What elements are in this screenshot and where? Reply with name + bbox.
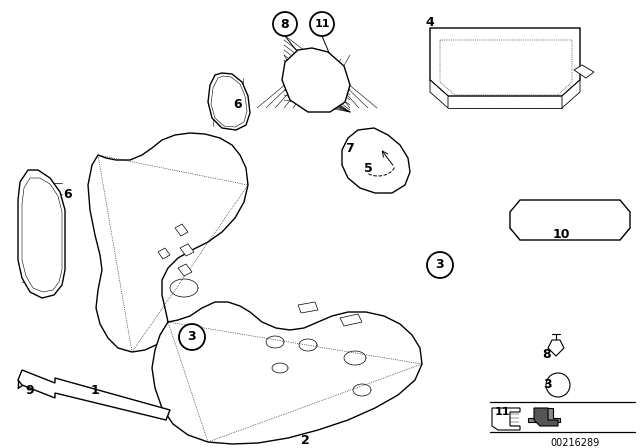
Polygon shape — [18, 170, 65, 298]
Text: 11: 11 — [314, 19, 330, 29]
Text: 7: 7 — [346, 142, 355, 155]
Circle shape — [427, 252, 453, 278]
Polygon shape — [574, 65, 594, 78]
Text: 1: 1 — [91, 383, 99, 396]
Polygon shape — [492, 408, 520, 430]
Text: 10: 10 — [552, 228, 570, 241]
Text: 2: 2 — [301, 434, 309, 447]
Polygon shape — [342, 128, 410, 193]
Polygon shape — [180, 244, 194, 256]
Polygon shape — [178, 264, 192, 276]
Circle shape — [546, 373, 570, 397]
Polygon shape — [562, 80, 580, 108]
Polygon shape — [534, 408, 558, 426]
Text: 3: 3 — [436, 258, 444, 271]
Polygon shape — [18, 370, 170, 420]
Circle shape — [273, 12, 297, 36]
Polygon shape — [510, 200, 630, 240]
Polygon shape — [158, 248, 170, 259]
Polygon shape — [548, 340, 564, 356]
Text: 8: 8 — [281, 17, 289, 30]
Text: 6: 6 — [234, 99, 243, 112]
Text: 11: 11 — [494, 407, 509, 417]
Polygon shape — [340, 314, 362, 326]
Text: 3: 3 — [188, 331, 196, 344]
Text: 00216289: 00216289 — [550, 438, 600, 448]
Polygon shape — [528, 408, 560, 422]
Polygon shape — [208, 73, 250, 130]
Text: 5: 5 — [364, 161, 372, 175]
Text: 8: 8 — [543, 349, 551, 362]
Circle shape — [179, 324, 205, 350]
Polygon shape — [152, 302, 422, 444]
Polygon shape — [175, 224, 188, 236]
Text: 4: 4 — [426, 16, 435, 29]
Polygon shape — [88, 133, 248, 352]
Text: 6: 6 — [64, 189, 72, 202]
Polygon shape — [298, 302, 318, 313]
Polygon shape — [430, 80, 448, 108]
Polygon shape — [282, 48, 350, 112]
Text: 3: 3 — [543, 379, 551, 392]
Polygon shape — [430, 28, 580, 96]
Polygon shape — [440, 40, 572, 95]
Circle shape — [310, 12, 334, 36]
Text: 9: 9 — [26, 383, 35, 396]
